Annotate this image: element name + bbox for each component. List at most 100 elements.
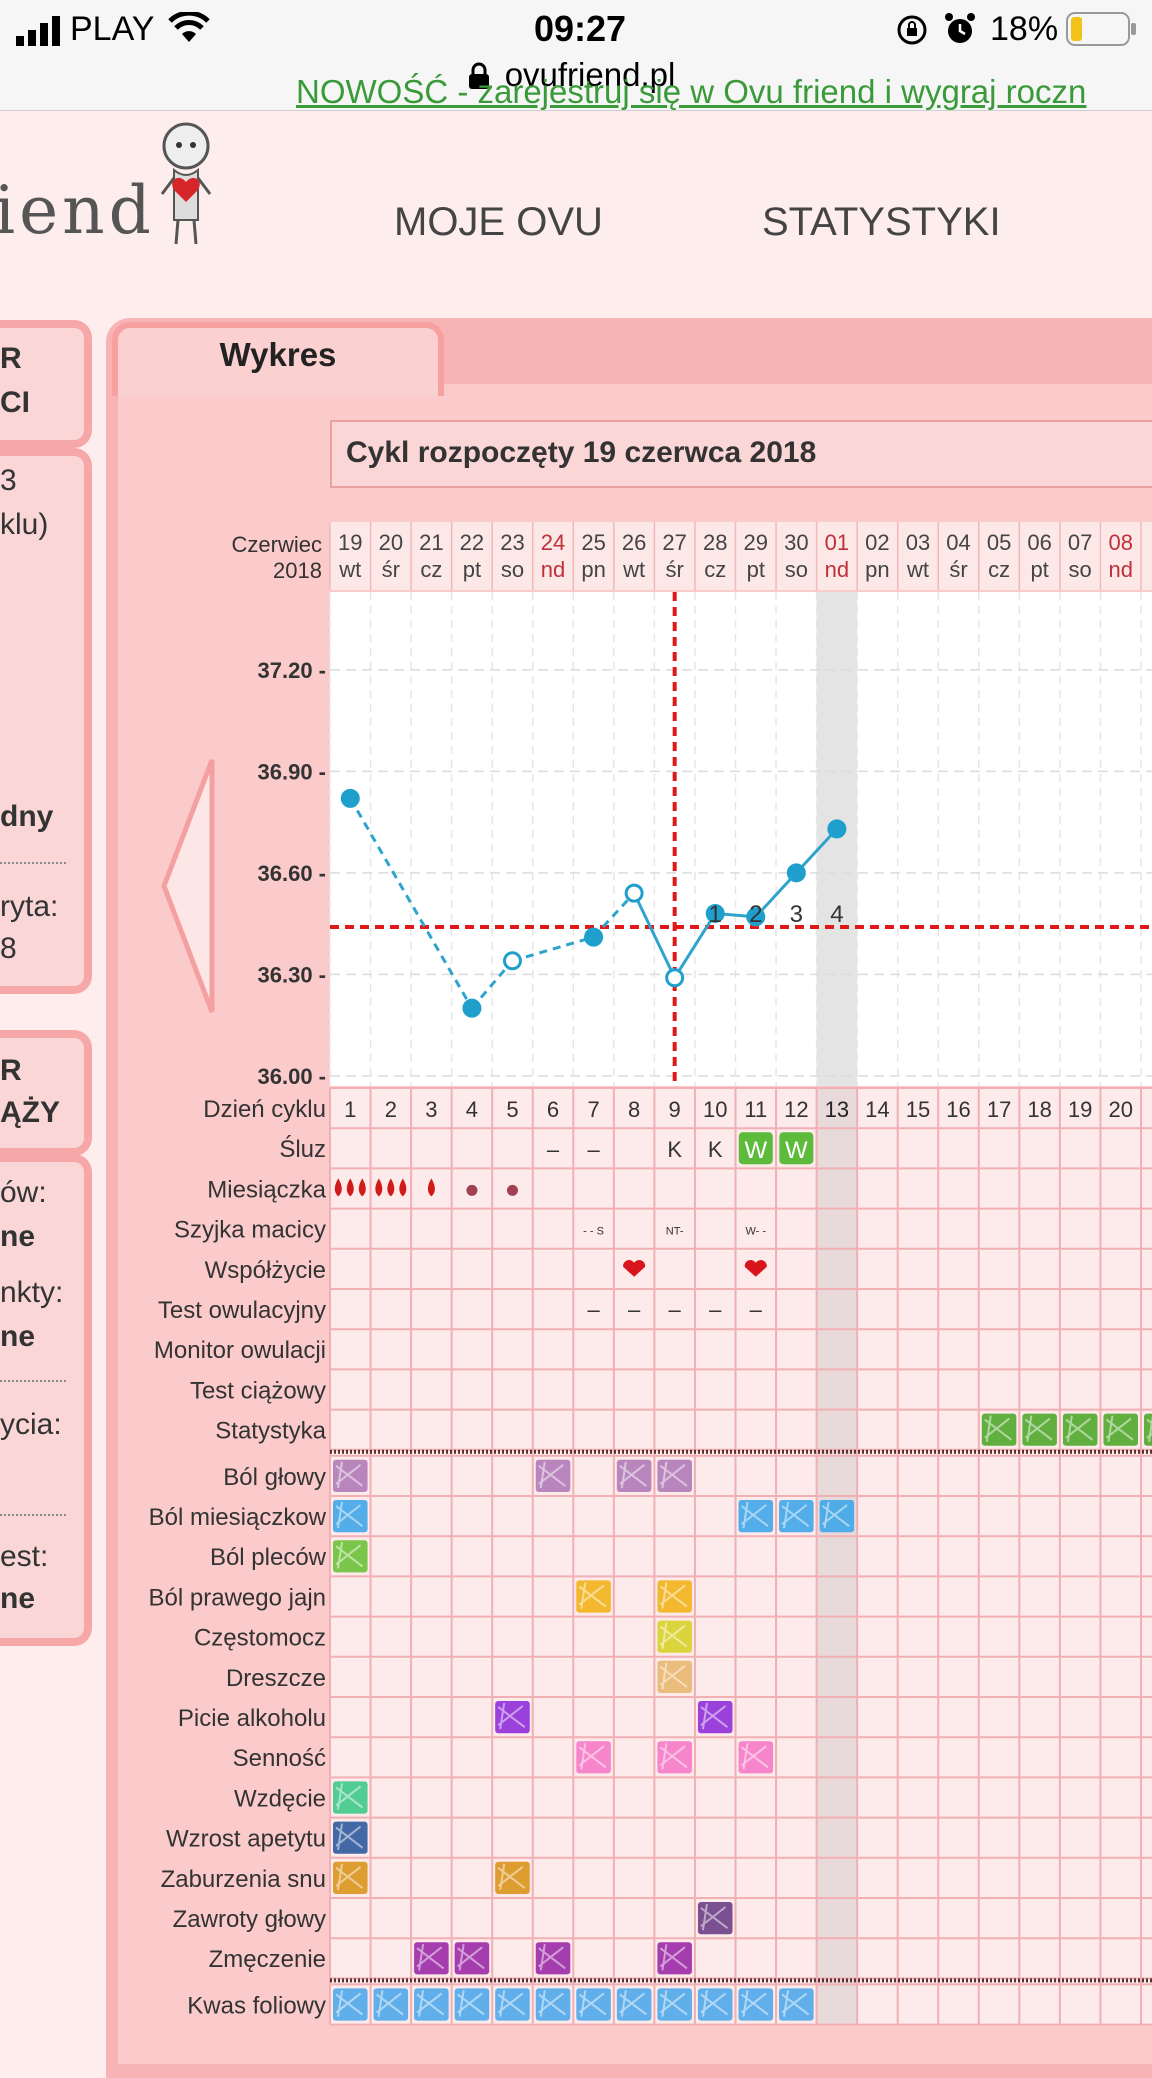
statistics-mark-hatch — [1024, 1415, 1053, 1442]
date-label: 26 — [622, 530, 646, 555]
cycle-day-number: 13 — [825, 1097, 849, 1122]
symptom-row-label: Dreszcze — [226, 1665, 326, 1692]
statistics-mark-hatch — [1146, 1415, 1152, 1442]
symptom-mark — [657, 1741, 692, 1774]
weekday-label: nd — [1108, 557, 1132, 582]
symptom-mark — [333, 1459, 368, 1492]
left-panel-text: est: — [0, 1540, 49, 1573]
left-panel-box-1[interactable] — [0, 320, 92, 448]
cycle-day-number: 18 — [1027, 1097, 1051, 1122]
symptom-mark — [333, 1861, 368, 1894]
tab-wykres[interactable]: Wykres — [112, 322, 444, 396]
left-panel-text: ryta: — [0, 890, 59, 923]
heart-icon — [623, 1260, 646, 1277]
symptom-mark-hatch — [335, 1823, 364, 1850]
folic-acid-mark-hatch — [538, 1990, 566, 2017]
cycle-day-number: 8 — [628, 1097, 640, 1122]
symptom-mark — [657, 1620, 692, 1653]
date-label: 24 — [541, 530, 565, 555]
date-label: 20 — [379, 530, 403, 555]
divider — [0, 1514, 66, 1516]
temperature-line-segment — [673, 912, 717, 979]
statistics-mark-hatch — [1105, 1415, 1134, 1442]
previous-cycle-arrow-icon[interactable] — [160, 756, 220, 1016]
folic-acid-mark — [779, 1988, 814, 2021]
blood-drop-icon — [346, 1178, 354, 1197]
y-tick-label: 36.00 - — [258, 1064, 327, 1089]
weekday-label: pn — [865, 557, 889, 582]
weekday-label: so — [785, 557, 808, 582]
symptom-mark-hatch — [335, 1863, 364, 1891]
heart-icon — [744, 1260, 767, 1277]
symptom-mark — [495, 1701, 530, 1734]
symptom-mark — [657, 1580, 692, 1613]
nav-statystyki[interactable]: STATYSTYKI — [762, 200, 1001, 244]
symptom-mark-hatch — [781, 1501, 810, 1529]
weekday-label: wt — [338, 557, 361, 582]
temperature-line-segment — [592, 892, 636, 939]
symptom-mark-hatch — [416, 1944, 445, 1971]
address-bar[interactable]: ovufriend.pl — [504, 56, 676, 93]
cycle-day-number: 19 — [1068, 1097, 1092, 1122]
left-panel-box-3[interactable] — [0, 1030, 92, 1156]
folic-acid-mark-hatch — [740, 1990, 769, 2017]
left-panel-text: CI — [0, 386, 30, 419]
row-label: Test ciążowy — [190, 1377, 326, 1404]
symptom-mark — [576, 1580, 611, 1613]
status-bar: PLAY 09:27 18% ovufriend.pl — [0, 0, 1152, 111]
row-label: Dzień cyklu — [203, 1096, 326, 1123]
temperature-line-segment — [795, 827, 838, 874]
folic-acid-mark-hatch — [700, 1990, 729, 2017]
mucus-label: W — [785, 1137, 808, 1164]
temperature-line-segment — [470, 959, 514, 1010]
weekday-label: śr — [949, 557, 967, 582]
symptom-row-label: Ból prawego jajn — [149, 1584, 326, 1611]
folic-acid-mark-hatch — [578, 1990, 607, 2017]
date-label: 02 — [865, 530, 889, 555]
lock-icon — [469, 62, 489, 89]
symptom-mark-hatch — [335, 1783, 364, 1810]
blood-drop-icon — [387, 1178, 395, 1197]
folic-acid-mark-hatch — [659, 1990, 688, 2017]
symptom-mark — [414, 1942, 449, 1975]
ovulation-test-mark: – — [628, 1297, 641, 1322]
left-panel-text: ne — [0, 1582, 36, 1615]
left-panel-text: 3 — [0, 464, 17, 497]
folic-acid-mark — [333, 1988, 368, 2021]
temperature-point — [584, 927, 604, 947]
symptom-mark — [616, 1459, 652, 1492]
blood-drop-icon — [375, 1178, 383, 1197]
temperature-point — [462, 998, 482, 1018]
symptom-mark — [333, 1540, 368, 1573]
statistics-mark-hatch — [1065, 1415, 1094, 1442]
weekday-label: śr — [666, 557, 684, 582]
symptom-mark-hatch — [740, 1743, 769, 1770]
row-label: Współżycie — [205, 1257, 326, 1284]
folic-acid-mark-hatch — [457, 1990, 485, 2017]
row-label: Szyjka macicy — [174, 1217, 326, 1244]
symptom-row-label: Zmęczenie — [209, 1946, 326, 1973]
statistics-mark — [1144, 1413, 1152, 1446]
med-row-label: Kwas foliowy — [187, 1992, 326, 2019]
folic-acid-mark — [495, 1988, 530, 2021]
weekday-label: pt — [1030, 557, 1048, 582]
post-ovulation-day-label: 1 — [709, 901, 722, 928]
date-label: 28 — [703, 530, 727, 555]
blood-drop-icon — [334, 1178, 342, 1197]
statistics-mark — [1062, 1413, 1098, 1446]
battery-percent: 18% — [990, 10, 1059, 48]
symptom-mark — [657, 1660, 692, 1693]
symptom-mark-hatch — [700, 1702, 729, 1730]
weekday-label: pn — [581, 557, 605, 582]
symptom-mark-hatch — [335, 1501, 364, 1529]
symptom-mark-hatch — [659, 1743, 688, 1770]
symptom-mark — [697, 1902, 733, 1935]
folic-acid-mark-hatch — [497, 1990, 526, 2017]
promo-banner-link[interactable]: NOWOŚĆ - zarejestruj się w Ovu friend i … — [296, 73, 1087, 110]
mucus-badge — [779, 1132, 814, 1165]
date-label: 04 — [946, 530, 970, 555]
left-panel-text: 8 — [0, 932, 17, 965]
cycle-day-number: 14 — [865, 1097, 889, 1122]
symptom-mark-hatch — [335, 1461, 364, 1489]
nav-moje-ovu[interactable]: MOJE OVU — [394, 200, 603, 244]
